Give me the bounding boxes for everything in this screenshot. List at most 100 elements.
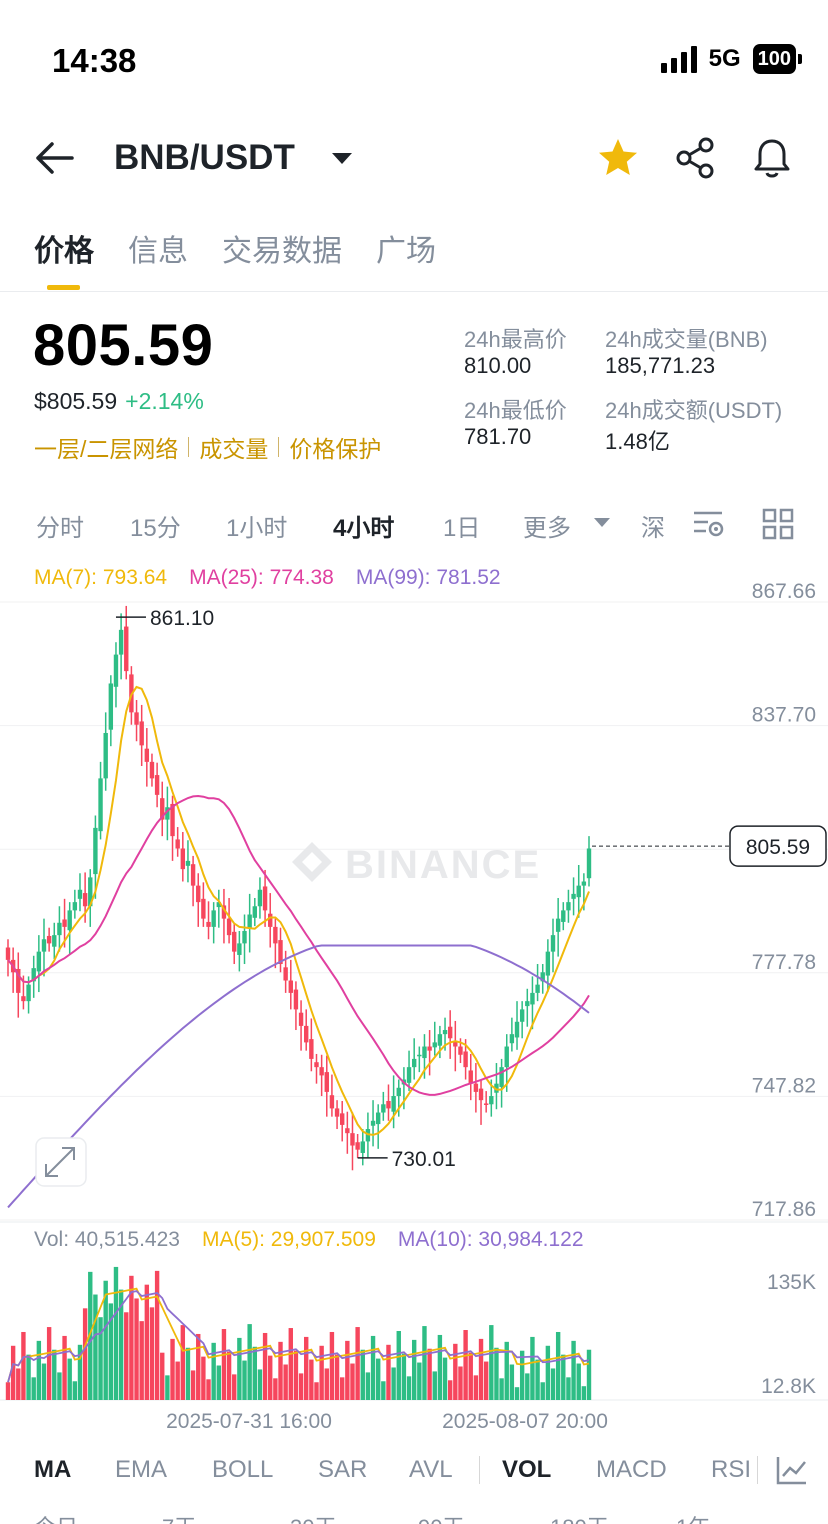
candle-down bbox=[134, 712, 139, 725]
volume-bar-up bbox=[514, 1387, 520, 1400]
last-price-label: 805.59 bbox=[746, 836, 810, 859]
candle-down bbox=[478, 1088, 484, 1101]
candle-up bbox=[442, 1030, 448, 1035]
volume-bar-up bbox=[530, 1336, 535, 1400]
volume-bar-down bbox=[340, 1377, 345, 1400]
volume-bar-up bbox=[242, 1360, 247, 1400]
volume-bar-up bbox=[165, 1375, 170, 1400]
volume-bar-up bbox=[509, 1364, 515, 1400]
volume-bar-down bbox=[46, 1327, 52, 1400]
volume-bar-down bbox=[134, 1298, 139, 1400]
interval-1h[interactable]: 1小时 bbox=[226, 515, 288, 542]
favorite-star-icon[interactable] bbox=[596, 136, 640, 180]
alert-bell-icon[interactable] bbox=[750, 136, 794, 180]
signal-icon bbox=[660, 45, 697, 73]
kline-chart[interactable]: 867.66837.70807.74777.78747.82717.86BINA… bbox=[0, 556, 828, 1436]
candle-up bbox=[571, 893, 576, 899]
interval-time[interactable]: 分时 bbox=[36, 515, 84, 542]
volume-bar-down bbox=[278, 1341, 283, 1400]
candle-down bbox=[319, 1067, 324, 1076]
candle-down bbox=[268, 913, 273, 927]
candle-down bbox=[453, 1041, 458, 1047]
expand-icon bbox=[45, 1147, 75, 1177]
tab-trading-data[interactable]: 交易数据 bbox=[222, 235, 342, 268]
candle-down bbox=[190, 864, 196, 886]
indicator-ema[interactable]: EMA bbox=[115, 1456, 168, 1483]
candle-up bbox=[118, 629, 124, 655]
volume-bar-down bbox=[206, 1379, 211, 1400]
tab-info[interactable]: 信息 bbox=[128, 235, 188, 268]
vol-ma10-label: MA(10): 30,984.122 bbox=[397, 1228, 584, 1251]
candle-down bbox=[46, 935, 52, 944]
candle-down bbox=[473, 1083, 479, 1092]
perf-1y: 1年 bbox=[676, 1510, 710, 1524]
high-label: 24h最高价 bbox=[464, 327, 567, 352]
volume-bar-down bbox=[463, 1330, 468, 1400]
candle-up bbox=[57, 922, 62, 936]
tag-price-protection[interactable]: 价格保护 bbox=[289, 436, 382, 462]
volume-bar-up bbox=[57, 1372, 62, 1400]
volume-bar-up bbox=[360, 1349, 365, 1400]
volume-bar-up bbox=[216, 1365, 222, 1400]
volume-bar-down bbox=[468, 1352, 473, 1400]
candle-up bbox=[550, 935, 556, 952]
indicator-boll[interactable]: BOLL bbox=[212, 1456, 274, 1483]
candle-down bbox=[201, 898, 206, 919]
volume-bar-up bbox=[550, 1368, 556, 1400]
candle-up bbox=[113, 654, 119, 687]
tag-volume[interactable]: 成交量 bbox=[199, 436, 269, 462]
interval-15m[interactable]: 15分 bbox=[130, 515, 181, 542]
share-icon[interactable] bbox=[674, 136, 718, 180]
indicator-rsi[interactable]: RSI bbox=[711, 1456, 752, 1483]
pair-dropdown-icon[interactable] bbox=[332, 153, 352, 164]
tab-price[interactable]: 价格 bbox=[34, 235, 94, 268]
tag-layer-network[interactable]: 一层/二层网络 bbox=[34, 436, 179, 462]
interval-4h[interactable]: 4小时 bbox=[333, 515, 395, 542]
candle-up bbox=[406, 1067, 412, 1083]
candle-down bbox=[386, 1100, 391, 1109]
candle-down bbox=[293, 989, 299, 1010]
candle-up bbox=[237, 943, 242, 955]
volume-bar-up bbox=[525, 1373, 530, 1400]
back-arrow-icon[interactable] bbox=[32, 138, 76, 178]
low-marker-label: 730.01 bbox=[392, 1148, 456, 1171]
indicator-sar[interactable]: SAR bbox=[318, 1456, 368, 1483]
interval-depth[interactable]: 深 bbox=[641, 515, 665, 542]
indicator-avl[interactable]: AVL bbox=[409, 1456, 453, 1483]
tab-square[interactable]: 广场 bbox=[376, 235, 436, 268]
divider bbox=[0, 291, 828, 292]
tab-bar: 价格 信息 交易数据 广场 bbox=[34, 226, 436, 270]
pair-title[interactable]: BNB/USDT bbox=[114, 138, 295, 177]
candle-up bbox=[98, 778, 103, 832]
header: BNB/USDT bbox=[0, 118, 828, 198]
binance-watermark: BINANCE bbox=[345, 843, 541, 887]
chart-settings-icon[interactable] bbox=[692, 508, 726, 540]
layout-grid-icon[interactable] bbox=[762, 508, 794, 540]
candle-up bbox=[36, 951, 42, 972]
interval-1d[interactable]: 1日 bbox=[443, 515, 481, 542]
volume-bar-up bbox=[257, 1369, 263, 1400]
candle-up bbox=[540, 972, 545, 982]
indicator-vol[interactable]: VOL bbox=[502, 1456, 552, 1483]
volume-bar-up bbox=[93, 1294, 98, 1400]
perf-90d: 90天 bbox=[418, 1510, 464, 1524]
vol-base-value: 185,771.23 bbox=[605, 353, 716, 378]
candles bbox=[5, 605, 592, 1171]
candle-up bbox=[432, 1042, 437, 1048]
volume-bar-up bbox=[489, 1325, 494, 1400]
interval-more[interactable]: 更多 bbox=[523, 515, 571, 542]
candle-up bbox=[417, 1054, 422, 1057]
volume-bar-up bbox=[211, 1342, 216, 1400]
candle-up bbox=[41, 939, 47, 952]
indicator-ma[interactable]: MA bbox=[34, 1456, 72, 1483]
volume-bar-down bbox=[201, 1356, 206, 1400]
volume-bar-down bbox=[124, 1312, 129, 1400]
volume-bar-down bbox=[144, 1284, 150, 1400]
more-caret-icon bbox=[594, 518, 610, 527]
candle-down bbox=[5, 947, 11, 960]
candle-down bbox=[427, 1046, 432, 1051]
indicator-settings-icon[interactable] bbox=[775, 1454, 809, 1486]
candle-up bbox=[93, 827, 98, 875]
indicator-macd[interactable]: MACD bbox=[596, 1456, 667, 1483]
volume-bar-up bbox=[555, 1331, 561, 1400]
